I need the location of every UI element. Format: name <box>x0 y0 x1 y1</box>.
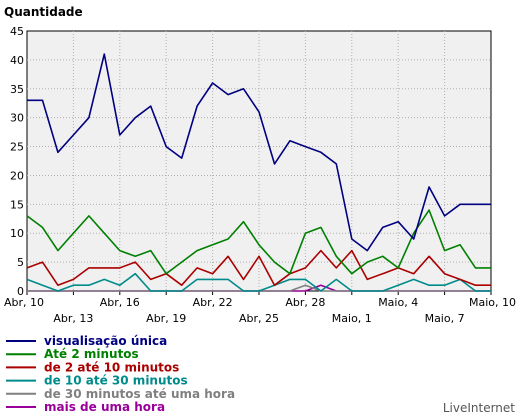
y-tick-label: 10 <box>10 227 24 240</box>
series-line-0 <box>27 53 491 252</box>
y-tick-label: 45 <box>10 25 24 38</box>
x-tick-label: Abr, 19 <box>146 312 186 325</box>
x-tick-label: Abr, 10 <box>4 296 44 309</box>
y-tick-label: 15 <box>10 198 24 211</box>
y-tick-label: 20 <box>10 169 24 182</box>
legend-label: Até 2 minutos <box>44 347 139 361</box>
y-tick-label: 0 <box>17 285 24 298</box>
legend-label: de 10 até 30 minutos <box>44 374 188 388</box>
legend-label: de 30 minutos até uma hora <box>44 387 235 401</box>
y-tick-label: 30 <box>10 112 24 125</box>
grid-lines <box>27 31 491 291</box>
y-tick-label: 25 <box>10 141 24 154</box>
series-line-3 <box>26 272 491 292</box>
x-tick-label: Maio, 7 <box>425 312 465 325</box>
x-tick-label: Maio, 10 <box>469 296 516 309</box>
series-line-1 <box>26 209 491 275</box>
x-tick-label: Abr, 28 <box>285 296 325 309</box>
x-axis: Abr, 10 Abr, 13 Abr, 16 Abr, 19 Abr, 22 Abr, … <box>4 291 516 325</box>
y-tick-label: 5 <box>17 256 24 269</box>
legend-label: visualisação única <box>44 334 167 348</box>
y-tick-label: 35 <box>10 83 24 96</box>
y-tick-label: 40 <box>10 54 24 67</box>
x-tick-label: Abr, 16 <box>100 296 140 309</box>
x-tick-label: Abr, 25 <box>239 312 279 325</box>
x-tick-label: Maio, 1 <box>332 312 372 325</box>
credit-label: LiveInternet <box>443 401 515 415</box>
chart-title: Quantidade <box>4 5 83 19</box>
x-tick-label: Maio, 4 <box>378 296 418 309</box>
series-line-2 <box>26 249 491 287</box>
y-axis: 0 5 10 15 20 25 30 35 40 45 <box>10 25 24 298</box>
x-tick-label: Abr, 22 <box>193 296 233 309</box>
legend-label: de 2 até 10 minutos <box>44 360 179 374</box>
series-lines <box>26 53 491 292</box>
x-tick-label: Abr, 13 <box>53 312 93 325</box>
legend-label: mais de uma hora <box>44 400 165 414</box>
